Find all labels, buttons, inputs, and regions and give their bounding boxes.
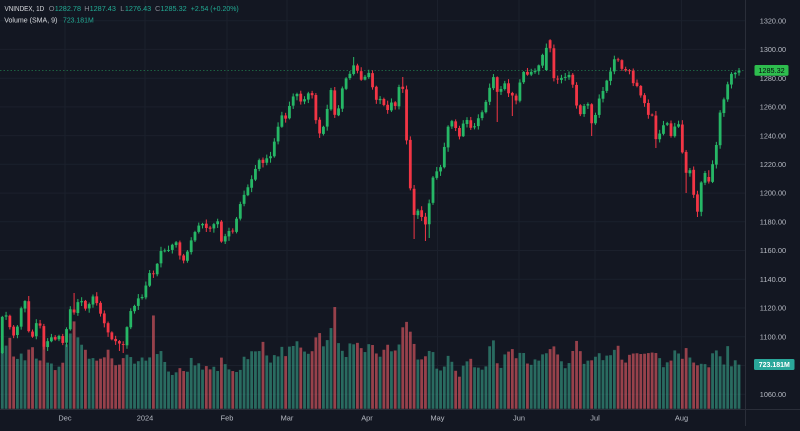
svg-text:O: O bbox=[49, 4, 55, 13]
svg-text:Mar: Mar bbox=[281, 413, 294, 422]
svg-text:1285.32: 1285.32 bbox=[160, 4, 186, 13]
svg-text:723.181M: 723.181M bbox=[63, 16, 94, 25]
svg-text:1285.32: 1285.32 bbox=[758, 66, 784, 75]
svg-text:L: L bbox=[120, 4, 124, 13]
svg-text:1140.00: 1140.00 bbox=[760, 275, 786, 284]
svg-text:1160.00: 1160.00 bbox=[760, 246, 786, 255]
svg-text:Feb: Feb bbox=[221, 413, 234, 422]
svg-text:Volume (SMA, 9): Volume (SMA, 9) bbox=[4, 16, 57, 25]
svg-text:1200.00: 1200.00 bbox=[760, 189, 786, 198]
svg-text:+2.54 (+0.20%): +2.54 (+0.20%) bbox=[191, 4, 239, 13]
svg-text:1240.00: 1240.00 bbox=[760, 131, 786, 140]
svg-text:1282.78: 1282.78 bbox=[55, 4, 81, 13]
svg-text:1280.00: 1280.00 bbox=[760, 74, 786, 83]
svg-text:Jul: Jul bbox=[590, 413, 600, 422]
svg-text:1300.00: 1300.00 bbox=[760, 45, 786, 54]
svg-text:1287.43: 1287.43 bbox=[90, 4, 116, 13]
svg-text:C: C bbox=[155, 4, 161, 13]
svg-text:Dec: Dec bbox=[58, 413, 71, 422]
svg-text:1060.00: 1060.00 bbox=[760, 390, 786, 399]
svg-text:1276.43: 1276.43 bbox=[125, 4, 151, 13]
svg-text:May: May bbox=[431, 413, 445, 422]
svg-text:1260.00: 1260.00 bbox=[760, 103, 786, 112]
svg-text:H: H bbox=[84, 4, 89, 13]
svg-text:1320.00: 1320.00 bbox=[760, 16, 786, 25]
svg-text:Jun: Jun bbox=[513, 413, 525, 422]
svg-text:1100.00: 1100.00 bbox=[760, 332, 786, 341]
svg-text:723.181M: 723.181M bbox=[759, 360, 790, 369]
svg-text:1120.00: 1120.00 bbox=[760, 304, 786, 313]
svg-text:2024: 2024 bbox=[137, 413, 153, 422]
svg-text:1220.00: 1220.00 bbox=[760, 160, 786, 169]
svg-text:1180.00: 1180.00 bbox=[760, 218, 786, 227]
svg-text:VNINDEX, 1D: VNINDEX, 1D bbox=[5, 4, 45, 13]
svg-text:Aug: Aug bbox=[675, 413, 688, 422]
svg-text:Apr: Apr bbox=[361, 413, 373, 422]
